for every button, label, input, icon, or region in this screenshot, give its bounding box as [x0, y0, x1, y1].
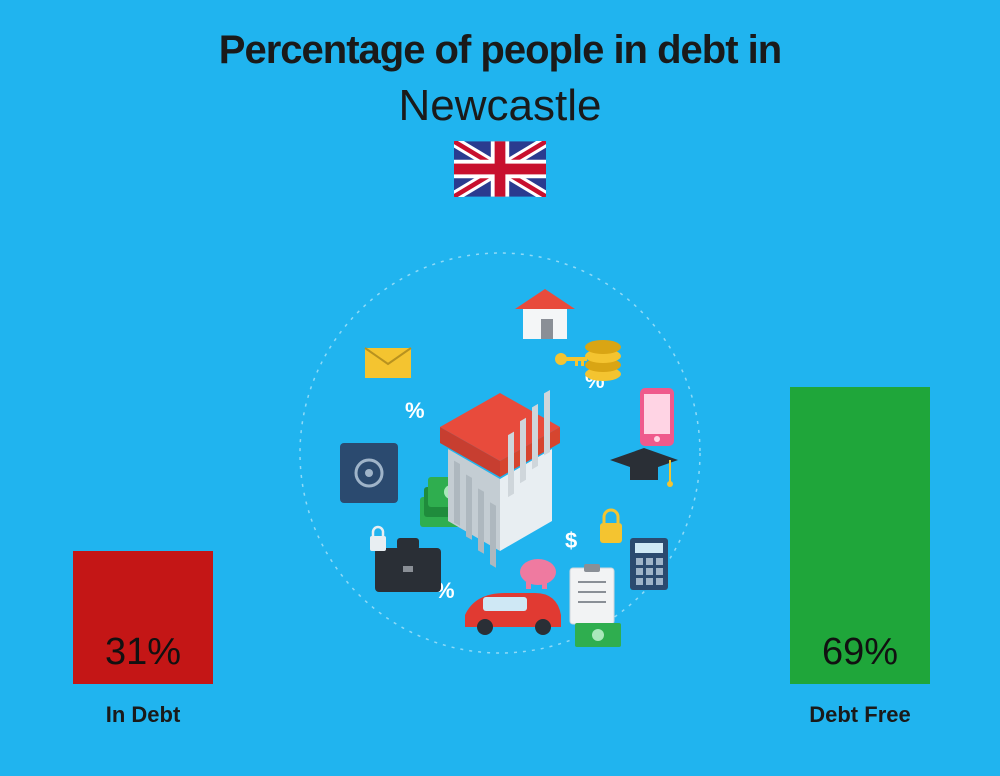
page-title: Percentage of people in debt in — [0, 0, 1000, 73]
bar-value: 31% — [105, 631, 181, 684]
svg-text:$: $ — [565, 528, 577, 553]
bar-rect: 69% — [790, 387, 930, 684]
uk-flag-icon — [454, 141, 546, 197]
bar-debt-free: 69% Debt Free — [790, 387, 930, 728]
finance-illustration: %%%$$ — [285, 238, 715, 668]
bar-label: Debt Free — [809, 702, 910, 728]
bar-in-debt: 31% In Debt — [73, 551, 213, 728]
bar-value: 69% — [822, 631, 898, 684]
bar-label: In Debt — [106, 702, 181, 728]
svg-text:%: % — [405, 398, 425, 423]
page-subtitle: Newcastle — [0, 81, 1000, 131]
chart-area: %%%$$ 31% In Debt 69% Debt Free — [0, 228, 1000, 728]
bar-rect: 31% — [73, 551, 213, 684]
